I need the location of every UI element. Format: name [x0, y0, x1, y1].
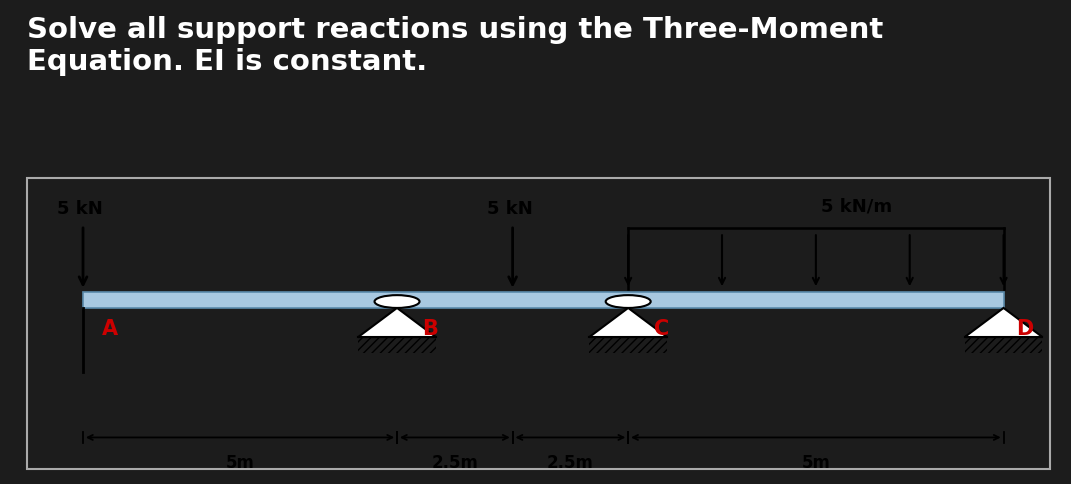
Circle shape	[606, 296, 651, 308]
Text: C: C	[653, 318, 669, 338]
Bar	[84, 292, 1004, 308]
Bar	[965, 337, 1042, 353]
Text: D: D	[1015, 318, 1034, 338]
Text: 5 kN: 5 kN	[487, 200, 532, 218]
Polygon shape	[358, 308, 436, 337]
Text: B: B	[423, 318, 438, 338]
Polygon shape	[965, 308, 1042, 337]
Polygon shape	[589, 308, 667, 337]
Text: 5m: 5m	[226, 454, 255, 471]
Text: Solve all support reactions using the Three-Moment
Equation. EI is constant.: Solve all support reactions using the Th…	[27, 15, 883, 76]
Text: 2.5m: 2.5m	[432, 454, 479, 471]
Bar	[358, 337, 436, 353]
Text: 5 kN/m: 5 kN/m	[821, 197, 892, 215]
Bar	[589, 337, 667, 353]
Circle shape	[375, 296, 420, 308]
Text: 2.5m: 2.5m	[547, 454, 593, 471]
Text: 5m: 5m	[801, 454, 830, 471]
Text: 5 kN: 5 kN	[58, 200, 103, 218]
Text: A: A	[102, 318, 118, 338]
